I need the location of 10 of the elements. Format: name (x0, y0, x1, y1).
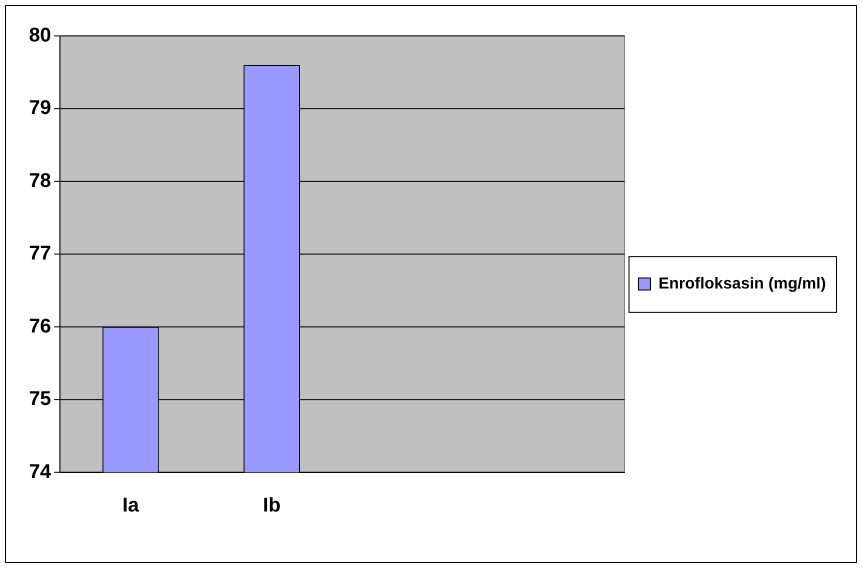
x-tick-label: Ib (262, 494, 281, 517)
y-tick-label: 77 (28, 242, 52, 265)
y-tick-label: 78 (28, 170, 52, 192)
y-tick-label: 74 (28, 460, 52, 483)
x-tick-label: Ia (122, 494, 140, 517)
y-tick-label: 75 (28, 388, 52, 410)
y-tick-label: 76 (28, 315, 52, 338)
y-tick-label: 79 (28, 97, 52, 120)
legend-label: Enrofloksasin (mg/ml) (658, 275, 826, 292)
y-tick-label: 80 (28, 24, 52, 46)
